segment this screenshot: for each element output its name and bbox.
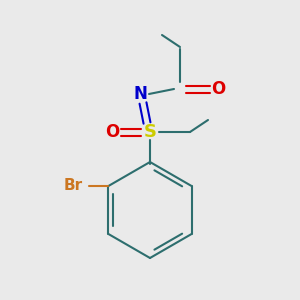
- Text: O: O: [211, 80, 225, 98]
- Text: N: N: [133, 85, 147, 103]
- Text: Br: Br: [64, 178, 83, 194]
- Text: O: O: [105, 123, 119, 141]
- Text: S: S: [143, 123, 157, 141]
